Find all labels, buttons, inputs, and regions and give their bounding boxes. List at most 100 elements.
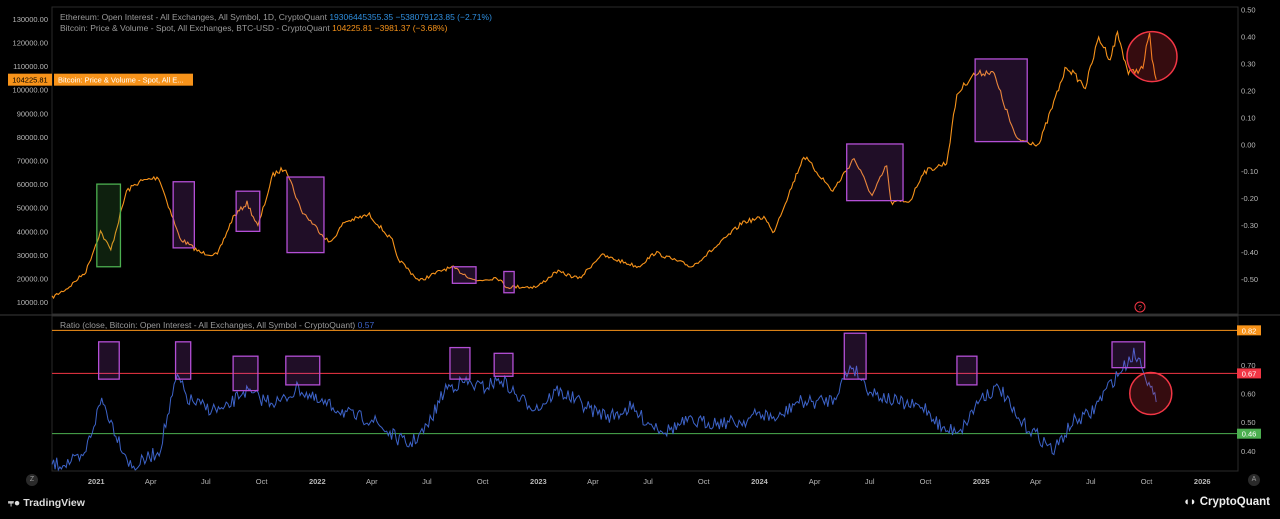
time-axis-tick-8: 2023 — [530, 477, 547, 486]
ratio-highlight-box-0 — [97, 341, 120, 380]
oi-axis-tick-7: -0.20 — [1241, 194, 1258, 203]
price-axis-tick-6: 70000.00 — [17, 157, 48, 166]
price-highlight-box-6 — [846, 143, 904, 202]
price-axis-tick-4: 90000.00 — [17, 109, 48, 118]
eth-legend: Ethereum: Open Interest - All Exchanges,… — [60, 12, 492, 23]
price-axis-tick-12: 10000.00 — [17, 298, 48, 307]
time-axis-tick-0: 2021 — [88, 477, 105, 486]
time-axis-tick-20: 2026 — [1194, 477, 1211, 486]
price-highlight-circle-8 — [1126, 30, 1178, 83]
ratio-highlight-box-3 — [285, 355, 321, 386]
cryptoquant-mark-icon: ◖◗ — [1182, 496, 1197, 508]
price-highlight-box-1 — [172, 181, 195, 249]
price-highlight-box-3 — [286, 176, 325, 254]
ratio-level-tag-bg-0 — [1237, 325, 1261, 336]
btc-series-label-bg — [54, 73, 193, 86]
btc-price-tag-bg — [8, 73, 52, 86]
question-icon — [1134, 301, 1146, 313]
price-axis-tick-7: 60000.00 — [17, 180, 48, 189]
tradingview-label: TradingView — [23, 497, 85, 509]
price-highlight-box-2 — [235, 190, 261, 232]
ratio-level-label-2: 0.46 — [1242, 430, 1257, 439]
eth-legend-label: Ethereum: Open Interest - All Exchanges,… — [60, 12, 327, 22]
ratio-legend-label: Ratio (close, Bitcoin: Open Interest - A… — [60, 320, 356, 330]
cryptoquant-label: CryptoQuant — [1199, 496, 1270, 508]
time-axis-tick-2: Jul — [201, 477, 211, 486]
time-axis-tick-6: Jul — [422, 477, 432, 486]
time-axis-tick-10: Jul — [643, 477, 653, 486]
oi-axis-tick-9: -0.40 — [1241, 248, 1258, 257]
oi-axis-tick-8: -0.30 — [1241, 221, 1258, 230]
oi-axis-tick-5: 0.00 — [1241, 140, 1256, 149]
ratio-axis-tick-1: 0.60 — [1241, 390, 1256, 399]
time-axis-tick-4: 2022 — [309, 477, 326, 486]
ratio-legend: Ratio (close, Bitcoin: Open Interest - A… — [60, 320, 374, 331]
ratio-highlight-box-5 — [493, 352, 514, 377]
time-axis-tick-7: Oct — [477, 477, 490, 486]
ratio-highlight-box-8 — [1111, 341, 1146, 369]
price-highlight-box-5 — [503, 270, 515, 294]
price-axis-tick-9: 40000.00 — [17, 227, 48, 236]
ratio-highlight-box-6 — [843, 332, 867, 380]
tradingview-logo[interactable]: ⫧● TradingView — [8, 497, 85, 510]
btc-series-label: Bitcoin: Price & Volume - Spot, All E... — [58, 76, 183, 85]
auto-scale-button[interactable]: A — [1248, 474, 1260, 486]
cryptoquant-logo[interactable]: ◖◗ CryptoQuant — [1183, 496, 1270, 508]
btc-legend: Bitcoin: Price & Volume - Spot, All Exch… — [60, 23, 447, 34]
ratio-legend-value: 0.57 — [357, 320, 375, 330]
time-axis-tick-3: Oct — [256, 477, 269, 486]
time-axis-tick-18: Jul — [1086, 477, 1096, 486]
ratio-axis-tick-2: 0.50 — [1241, 418, 1256, 427]
time-axis-tick-13: Apr — [809, 477, 821, 486]
oi-axis-tick-4: 0.10 — [1241, 113, 1256, 122]
time-axis-tick-12: 2024 — [751, 477, 769, 486]
oi-axis-tick-0: 0.50 — [1241, 6, 1256, 15]
price-axis-tick-0: 130000.00 — [13, 15, 48, 24]
ratio-axis-tick-0: 0.70 — [1241, 361, 1256, 370]
ratio-highlight-box-4 — [449, 346, 471, 380]
price-axis-tick-3: 100000.00 — [13, 86, 48, 95]
price-highlight-box-0 — [96, 183, 122, 268]
price-axis-tick-2: 110000.00 — [13, 62, 48, 71]
ratio-level-tag-bg-1 — [1237, 368, 1261, 379]
ratio-highlight-box-2 — [232, 355, 259, 392]
oi-axis-tick-10: -0.50 — [1241, 275, 1258, 284]
time-axis-tick-19: Oct — [1141, 477, 1154, 486]
time-axis-tick-11: Oct — [698, 477, 711, 486]
time-axis-tick-17: Apr — [1030, 477, 1042, 486]
zoom-button[interactable]: Z — [26, 474, 38, 486]
time-axis-tick-15: Oct — [920, 477, 933, 486]
eth-legend-values: 19306445355.35 −538079123.85 (−2.71%) — [329, 12, 492, 22]
ratio-line — [51, 347, 1157, 472]
oi-axis-tick-6: -0.10 — [1241, 167, 1258, 176]
ratio-highlight-box-1 — [174, 341, 192, 380]
btc-legend-values: 104225.81 −3981.37 (−3.68%) — [332, 23, 448, 33]
ratio-highlight-box-7 — [956, 355, 978, 386]
price-axis-tick-1: 120000.00 — [13, 38, 48, 47]
time-axis-tick-1: Apr — [145, 477, 157, 486]
time-axis-tick-5: Apr — [366, 477, 378, 486]
price-axis-tick-11: 20000.00 — [17, 275, 48, 284]
ratio-highlight-circle-9 — [1129, 371, 1173, 416]
question-icon-label: ? — [1138, 305, 1142, 312]
time-axis-tick-14: Jul — [865, 477, 875, 486]
price-axis-tick-5: 80000.00 — [17, 133, 48, 142]
btc-price-tag: 104225.81 — [12, 76, 47, 85]
price-axis-tick-8: 50000.00 — [17, 204, 48, 213]
price-pane-frame — [51, 6, 1239, 315]
ratio-level-tag-bg-2 — [1237, 428, 1261, 439]
price-highlight-box-4 — [451, 266, 477, 284]
time-axis-tick-9: Apr — [587, 477, 599, 486]
ratio-level-label-0: 0.82 — [1242, 326, 1257, 335]
ratio-pane-frame — [51, 315, 1239, 472]
ratio-axis-tick-3: 0.40 — [1241, 447, 1256, 456]
price-axis-tick-10: 30000.00 — [17, 251, 48, 260]
oi-axis-tick-1: 0.40 — [1241, 32, 1256, 41]
ratio-level-label-1: 0.67 — [1242, 369, 1257, 378]
price-highlight-box-7 — [974, 58, 1028, 143]
oi-axis-tick-2: 0.30 — [1241, 59, 1256, 68]
time-axis-tick-16: 2025 — [973, 477, 990, 486]
btc-legend-label: Bitcoin: Price & Volume - Spot, All Exch… — [60, 23, 330, 33]
